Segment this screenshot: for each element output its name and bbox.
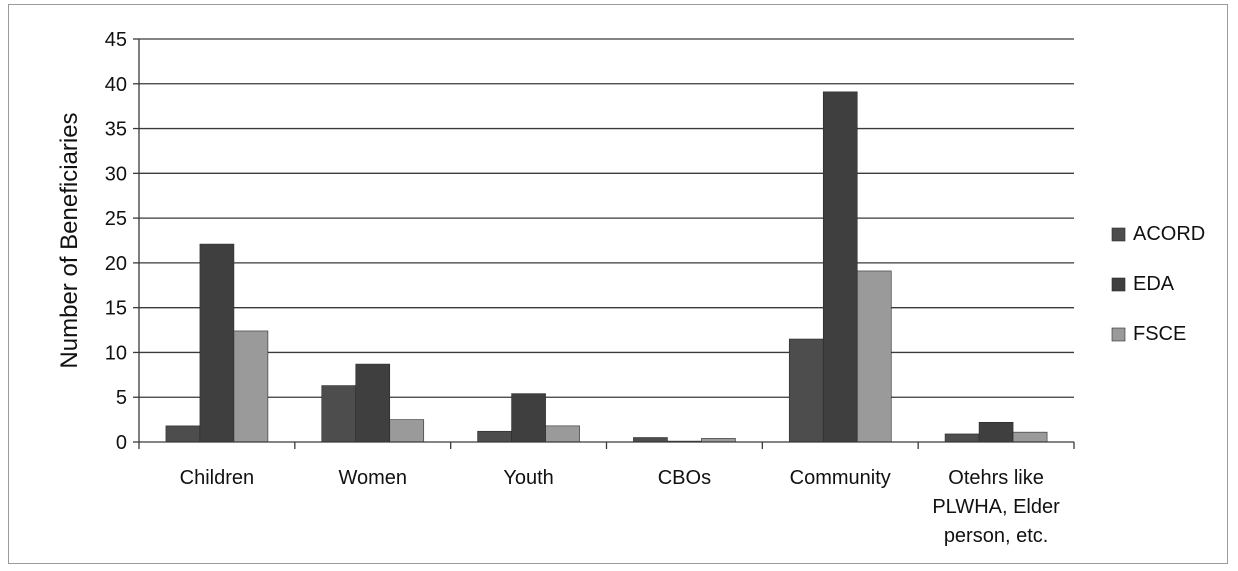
y-tick-label: 10 [105,342,127,364]
x-tick-label-line: Otehrs like [948,467,1044,489]
y-tick-label: 15 [105,298,127,320]
y-tick-label: 5 [116,387,127,409]
bar-fsce [389,419,425,443]
y-tick-label: 40 [105,74,127,96]
legend-swatch-acord [1111,227,1126,242]
bar-eda [511,393,546,443]
x-tick-label: Children [180,467,254,489]
y-tick-labels: 0 5 10 15 20 25 30 35 40 45 [105,29,127,454]
bars [165,91,1048,443]
y-axis-label: Number of Beneficiaries [56,112,83,368]
y-tick-label: 25 [105,208,127,230]
x-tick-label-line: person, etc. [944,525,1049,547]
legend-label-fsce: FSCE [1133,323,1186,345]
bar-fsce [545,425,580,443]
x-tick-label-line: PLWHA, Elder [932,496,1060,518]
x-tick-label-line: CBOs [658,467,711,489]
gridlines [133,38,1074,443]
bar-acord [165,425,201,443]
legend-label-eda: EDA [1133,273,1175,295]
x-tick-label: CBOs [658,467,711,489]
y-tick-label: 20 [105,253,127,275]
legend-label-acord: ACORD [1133,223,1205,245]
x-tick-label-line: Children [180,467,254,489]
x-tick-label-line: Community [790,467,891,489]
x-tick-label-line: Women [338,467,407,489]
bar-fsce [856,270,892,443]
bar-eda [978,421,1014,443]
bar-acord [321,385,357,443]
x-tick-label-line: Youth [503,467,553,489]
bar-acord [633,437,668,443]
axes [138,39,1075,449]
y-tick-label: 30 [105,163,127,185]
y-tick-label: 0 [116,432,127,454]
x-tick-label: Otehrs like PLWHA, Elder person, etc. [932,467,1060,547]
bar-acord [788,338,824,443]
bar-eda [199,243,235,443]
bar-eda [355,363,391,443]
bar-fsce [233,330,269,443]
x-tick-label: Women [338,467,407,489]
chart-frame: 0 5 10 15 20 25 30 35 40 45 Children Women Youth CBO… [8,4,1228,564]
legend-swatch-fsce [1111,327,1126,342]
bar-fsce [1012,431,1048,443]
legend: ACORD EDA FSCE [1111,223,1205,345]
legend-swatch-eda [1111,277,1126,292]
y-tick-label: 35 [105,119,127,141]
bar-eda [822,91,858,443]
x-tick-label: Community [790,467,891,489]
bar-chart: 0 5 10 15 20 25 30 35 40 45 Children Women Youth CBO… [56,29,1205,547]
bar-acord [944,433,980,443]
bar-acord [477,430,512,443]
x-tick-labels: Children Women Youth CBOs Community Otehrs li… [180,467,1060,547]
x-tick-label: Youth [503,467,553,489]
y-tick-label: 45 [105,29,127,51]
